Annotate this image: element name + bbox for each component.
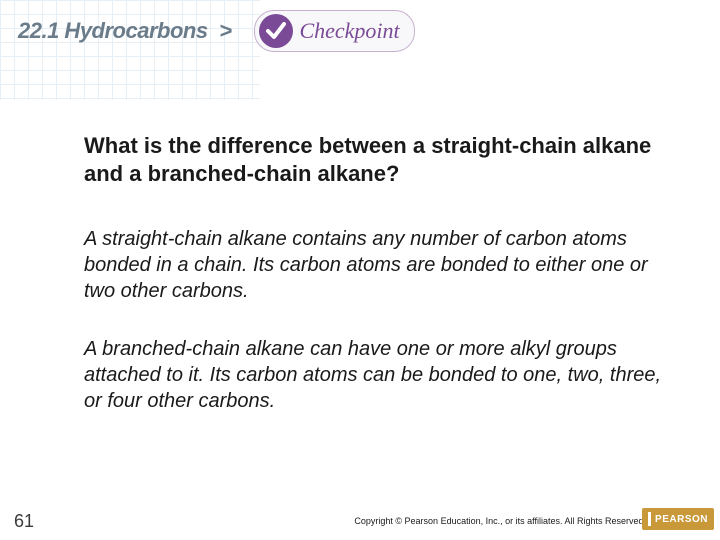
checkmark-icon: [259, 14, 293, 48]
section-title: 22.1 Hydrocarbons: [18, 18, 208, 44]
slide-content: What is the difference between a straigh…: [84, 132, 670, 446]
question-text: What is the difference between a straigh…: [84, 132, 670, 188]
brand-text: PEARSON: [655, 514, 708, 525]
checkpoint-badge: Checkpoint: [254, 10, 414, 52]
slide-footer: 61 Copyright © Pearson Education, Inc., …: [0, 508, 720, 534]
copyright-text: Copyright © Pearson Education, Inc., or …: [354, 516, 646, 526]
page-number: 61: [14, 511, 34, 532]
answer-paragraph-2: A branched-chain alkane can have one or …: [84, 336, 670, 414]
checkpoint-label: Checkpoint: [299, 18, 399, 44]
breadcrumb-arrow: >: [220, 18, 233, 44]
logo-bar-icon: [648, 512, 651, 526]
slide-header: 22.1 Hydrocarbons > Checkpoint: [18, 10, 415, 52]
answer-paragraph-1: A straight-chain alkane contains any num…: [84, 226, 670, 304]
pearson-logo: PEARSON: [642, 508, 714, 530]
